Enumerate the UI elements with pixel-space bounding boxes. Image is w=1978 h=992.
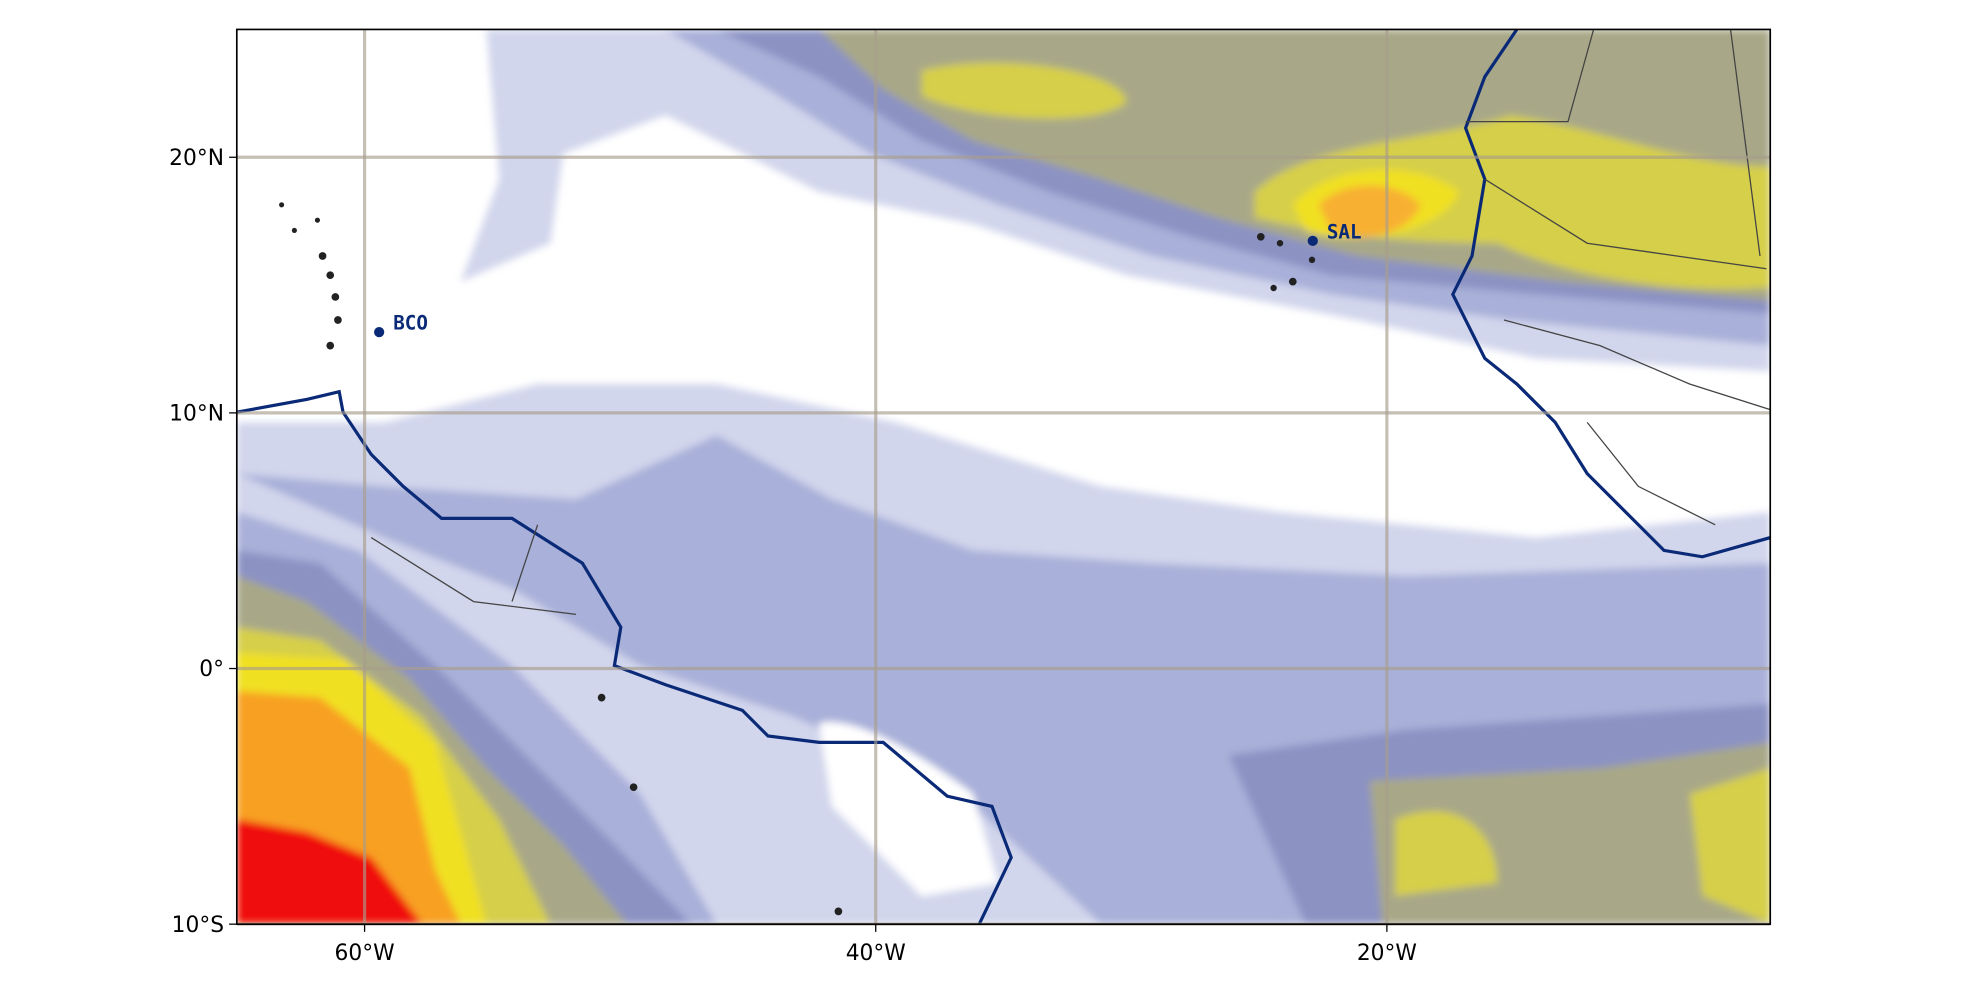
stations: BCO SAL (374, 220, 1362, 338)
y-tick-label: 20°N (169, 146, 224, 171)
x-tick-label: 60°W (335, 941, 395, 966)
station-label: SAL (1327, 220, 1362, 243)
station-label: BCO (393, 312, 428, 335)
y-tick-label: 0° (199, 657, 224, 682)
ticks: 60°W 40°W 20°W 10°S 0° 10°N 20°N (169, 146, 1417, 966)
map-frame (235, 28, 1772, 925)
y-tick-label: 10°N (169, 402, 224, 427)
x-tick-label: 40°W (846, 941, 906, 966)
station-marker (1307, 235, 1318, 246)
dust-field (236, 29, 1771, 925)
x-tick-label: 20°W (1357, 941, 1417, 966)
station-marker (374, 326, 385, 338)
map-area: 60°W 40°W 20°W 10°S 0° 10°N 20°N BCO SAL (169, 28, 1772, 966)
y-tick-label: 10°S (172, 913, 224, 938)
